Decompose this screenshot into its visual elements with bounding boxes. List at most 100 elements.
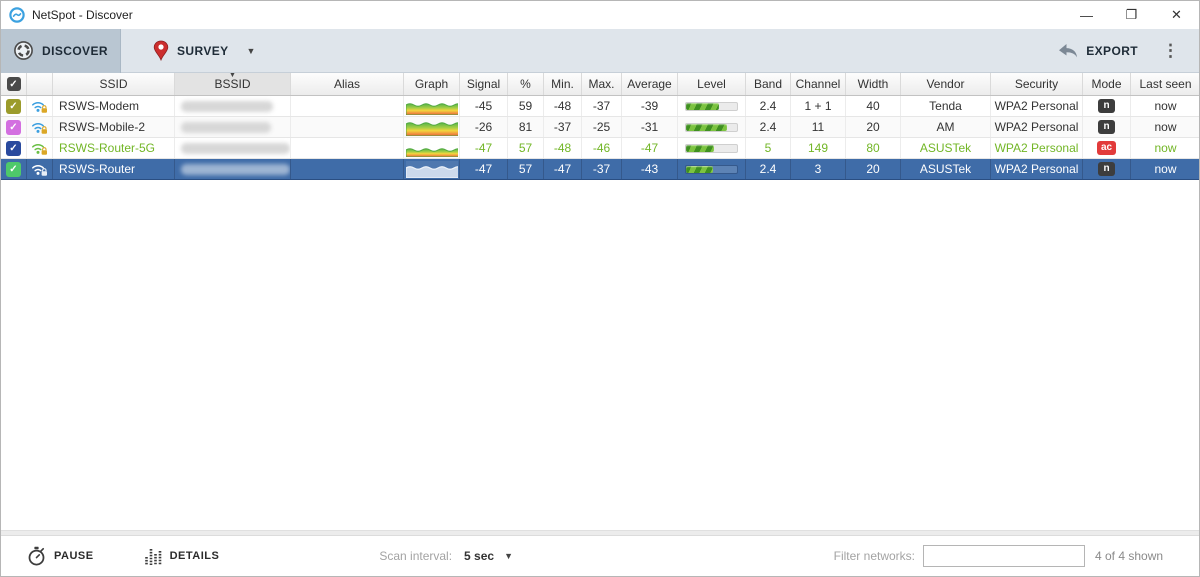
width-cell: 40 <box>846 96 901 116</box>
network-row-rsws-mobile-2[interactable]: ✓ RSWS-Mobile-2 -26 81 -37 -25 -31 2.4 11 20 AM W… <box>1 117 1199 138</box>
channel-cell: 1 + 1 <box>791 96 846 116</box>
vendor-cell: ASUSTek <box>901 138 991 158</box>
level-cell <box>678 117 746 137</box>
column-header-ssid[interactable]: SSID <box>53 73 175 95</box>
column-header-label: SSID <box>99 77 128 91</box>
wifi-secured-icon <box>32 101 47 113</box>
security-cell: WPA2 Personal <box>991 96 1083 116</box>
vendor-cell-value: AM <box>936 120 955 134</box>
wifi-icon-cell <box>27 159 53 179</box>
column-header-level[interactable]: Level <box>678 73 746 95</box>
level-bar <box>685 143 738 153</box>
average-cell-value: -31 <box>640 120 659 134</box>
level-cell <box>678 159 746 179</box>
survey-button[interactable]: SURVEY ▼ <box>143 34 265 67</box>
horizontal-scrollbar[interactable] <box>1 530 1199 536</box>
last-seen-cell: now <box>1131 96 1200 116</box>
checkbox-cell: ✓ <box>1 159 27 179</box>
column-header-mode[interactable]: Mode <box>1083 73 1131 95</box>
mode-badge: n <box>1098 99 1115 113</box>
column-header-max[interactable]: Max. <box>582 73 622 95</box>
width-cell: 20 <box>846 159 901 179</box>
row-checkbox[interactable]: ✓ <box>6 140 21 156</box>
column-header-checkbox[interactable]: ✓ <box>1 73 27 95</box>
percent-cell-value: 57 <box>518 162 533 176</box>
scan-interval-value[interactable]: 5 sec <box>464 549 495 563</box>
minimize-button[interactable]: — <box>1080 7 1093 23</box>
max-cell-value: -25 <box>592 120 611 134</box>
scan-interval-chevron-down-icon[interactable]: ▼ <box>504 551 513 561</box>
alias-cell <box>291 138 404 158</box>
percent-cell: 59 <box>508 96 544 116</box>
average-cell: -47 <box>622 138 678 158</box>
column-header-label: Alias <box>333 77 360 91</box>
column-header-vendor[interactable]: Vendor <box>901 73 991 95</box>
band-cell-value: 2.4 <box>759 120 777 134</box>
band-cell: 2.4 <box>746 159 791 179</box>
column-header-width[interactable]: Width <box>846 73 901 95</box>
column-header-label: Level <box>697 77 726 91</box>
last-seen-cell: now <box>1131 159 1200 179</box>
bssid-redacted-value <box>181 163 290 175</box>
alias-cell <box>291 96 404 116</box>
maximize-button[interactable]: ❐ <box>1125 7 1138 22</box>
wifi-secured-icon <box>32 122 47 134</box>
column-header-label: % <box>520 77 531 91</box>
channel-cell: 3 <box>791 159 846 179</box>
alias-cell <box>291 159 404 179</box>
column-header-[interactable]: % <box>508 73 544 95</box>
column-header-min[interactable]: Min. <box>544 73 582 95</box>
details-button[interactable]: DETAILS <box>144 547 220 565</box>
row-checkbox[interactable]: ✓ <box>6 119 21 135</box>
bssid-cell <box>175 96 291 116</box>
stopwatch-icon <box>27 546 46 566</box>
column-header-band[interactable]: Band <box>746 73 791 95</box>
column-header-label: BSSID <box>214 77 251 91</box>
column-header-alias[interactable]: Alias <box>291 73 404 95</box>
checkbox-cell: ✓ <box>1 96 27 116</box>
column-header-channel[interactable]: Channel <box>791 73 846 95</box>
column-header-last-seen[interactable]: Last seen <box>1131 73 1200 95</box>
more-options-kebab-icon[interactable]: ⋮ <box>1162 40 1179 60</box>
percent-cell-value: 57 <box>518 141 533 155</box>
row-checkbox[interactable]: ✓ <box>6 161 21 177</box>
channel-cell-value: 11 <box>811 120 825 134</box>
network-row-rsws-router[interactable]: ✓ RSWS-Router -47 57 -47 -37 -43 2.4 3 20 ASUSTe… <box>1 159 1199 180</box>
network-row-rsws-modem[interactable]: ✓ RSWS-Modem -45 59 -48 -37 -39 2.4 1 + 1 40 Ten… <box>1 96 1199 117</box>
scan-interval-label: Scan interval: <box>379 549 453 563</box>
filter-networks-input[interactable] <box>923 545 1085 567</box>
average-cell-value: -47 <box>640 141 659 155</box>
column-header-security[interactable]: Security <box>991 73 1083 95</box>
network-row-rsws-router-5g[interactable]: ✓ RSWS-Router-5G -47 57 -48 -46 -47 5 149 80 ASU… <box>1 138 1199 159</box>
close-button[interactable]: ✕ <box>1171 7 1182 22</box>
column-header-signal[interactable]: Signal <box>460 73 508 95</box>
row-checkbox[interactable]: ✓ <box>6 98 21 114</box>
min-cell-value: -48 <box>553 141 572 155</box>
signal-history-graph <box>405 160 458 178</box>
column-header-bssid[interactable]: ▼ BSSID <box>175 73 291 95</box>
signal-cell-value: -47 <box>474 141 493 155</box>
mode-cell: n <box>1083 159 1131 179</box>
ssid-cell: RSWS-Modem <box>53 96 175 116</box>
level-cell <box>678 96 746 116</box>
select-all-checkbox[interactable]: ✓ <box>6 77 21 91</box>
vendor-cell: Tenda <box>901 96 991 116</box>
column-header-signal-icon[interactable] <box>27 73 53 95</box>
wifi-secured-icon <box>32 143 47 155</box>
vendor-cell-value: Tenda <box>929 99 962 113</box>
ssid-label: RSWS-Modem <box>59 99 140 113</box>
table-empty-area <box>1 180 1199 530</box>
min-cell-value: -48 <box>553 99 572 113</box>
average-cell-value: -43 <box>640 162 659 176</box>
column-header-average[interactable]: Average <box>622 73 678 95</box>
channel-cell-value: 149 <box>807 141 829 155</box>
tab-discover[interactable]: DISCOVER <box>1 28 121 73</box>
title-bar: NetSpot - Discover — ❐ ✕ <box>1 1 1199 29</box>
pause-button[interactable]: PAUSE <box>27 546 94 566</box>
width-cell-value: 20 <box>866 120 880 134</box>
export-button[interactable]: EXPORT <box>1057 42 1138 59</box>
level-bar-fill <box>686 102 719 110</box>
level-bar <box>685 164 738 174</box>
ssid-label: RSWS-Mobile-2 <box>59 120 146 134</box>
column-header-graph[interactable]: Graph <box>404 73 460 95</box>
